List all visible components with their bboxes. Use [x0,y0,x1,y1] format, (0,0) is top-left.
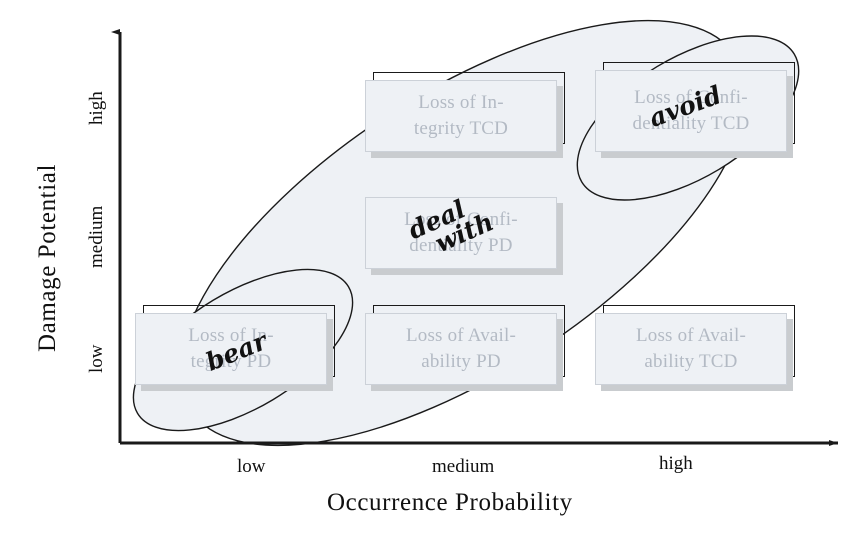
x-tick-medium: medium [432,456,495,477]
box-label-line1: Loss of In- [418,91,504,113]
box-label: Loss of Confi- dentiality PD [398,207,524,259]
box-label: Loss of Avail- ability TCD [630,323,752,375]
risk-box-loss-of-integrity-pd[interactable]: Loss of In- tegrity PD [135,305,335,391]
box-face: Loss of Confi- dentiality PD [365,197,557,269]
risk-box-loss-of-availability-tcd[interactable]: Loss of Avail- ability TCD [595,305,795,391]
box-label-line2: ability TCD [644,351,738,372]
x-tick-high: high [659,453,693,474]
risk-box-loss-of-confidentiality-pd[interactable]: Loss of Confi- dentiality PD [365,197,563,275]
box-label: Loss of In- tegrity PD [182,323,280,375]
y-tick-high: high [86,91,107,125]
box-label: Loss of Confi- dentiality TCD [627,85,756,137]
box-label-line2: tegrity TCD [413,118,509,139]
risk-box-loss-of-confidentiality-tcd[interactable]: Loss of Confi- dentiality TCD [595,62,795,158]
x-axis-title: Occurrence Probability [327,489,573,516]
box-label-line1: Loss of Confi- [634,86,748,108]
box-face: Loss of Avail- ability PD [365,313,557,385]
box-label-line1: Loss of Confi- [404,208,518,230]
box-face: Loss of Avail- ability TCD [595,313,787,385]
y-tick-low: low [86,344,107,374]
box-label-line2: tegrity PD [190,351,272,372]
box-label-line1: Loss of Avail- [635,324,747,346]
risk-box-loss-of-integrity-tcd[interactable]: Loss of In- tegrity TCD [365,72,565,158]
box-label-line1: Loss of Avail- [405,324,517,346]
box-face: Loss of In- tegrity PD [135,313,327,385]
risk-box-loss-of-availability-pd[interactable]: Loss of Avail- ability PD [365,305,565,391]
box-label-line2: ability PD [421,351,501,372]
box-label-line1: Loss of In- [188,324,274,346]
y-tick-medium: medium [86,205,107,268]
box-face: Loss of In- tegrity TCD [365,80,557,152]
box-label-line2: dentiality PD [409,235,513,256]
box-label-line2: dentiality TCD [632,113,750,134]
box-label: Loss of Avail- ability PD [400,323,522,375]
box-face: Loss of Confi- dentiality TCD [595,70,787,152]
box-label: Loss of In- tegrity TCD [408,90,514,142]
y-axis-title: Damage Potential [34,163,61,352]
x-tick-low: low [237,456,266,477]
